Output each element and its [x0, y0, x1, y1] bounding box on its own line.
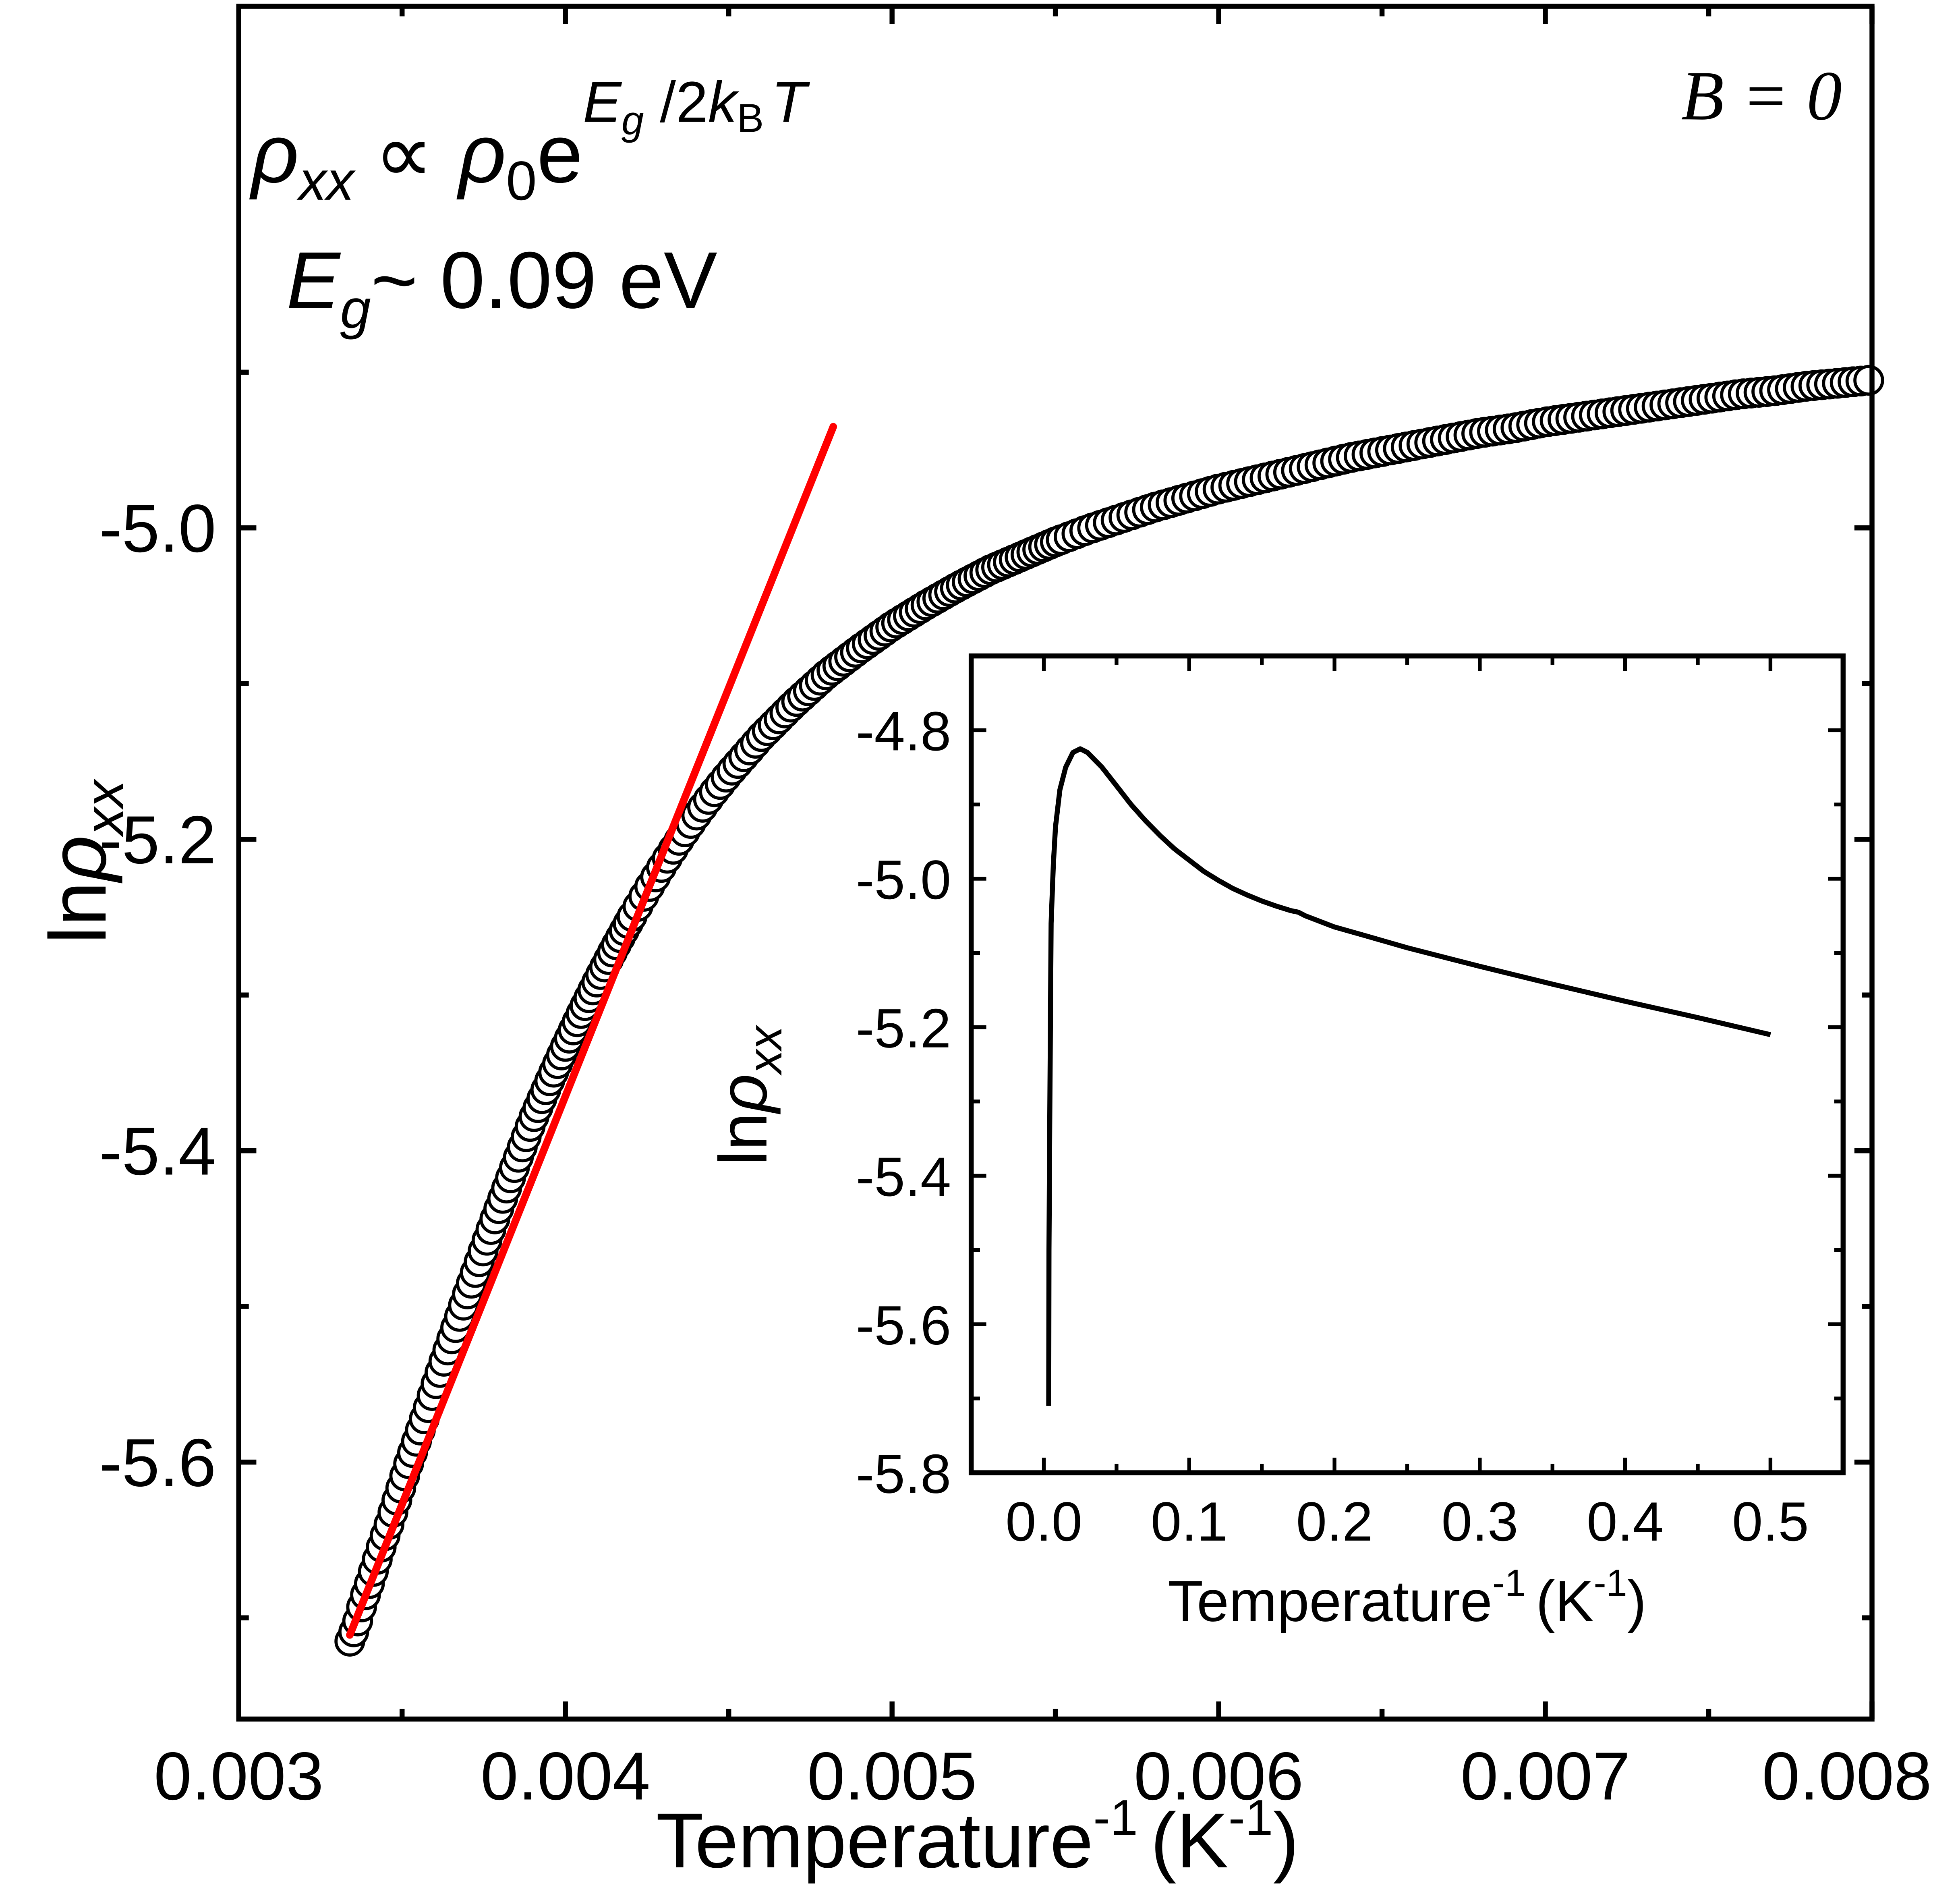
main-xtick-label: 0.004	[481, 1738, 650, 1814]
formula-sup-mid: /2	[644, 70, 708, 135]
main-xlabel-close: )	[1273, 1797, 1299, 1884]
main-x-axis-label: Temperature-1 (K-1)	[656, 1790, 1299, 1884]
formula-sub-0: 0	[506, 150, 537, 212]
inset-data-line	[1046, 746, 1771, 1406]
inset-xlabel-sup: -1	[1492, 1562, 1526, 1604]
main-ytick-label: -5.0	[99, 491, 216, 566]
formula-sup-g: g	[622, 99, 644, 143]
main-ylabel-sub: xx	[74, 778, 135, 838]
inset-ytick-label: -4.8	[856, 701, 951, 762]
inset-ytick-label: -5.2	[856, 998, 951, 1060]
gap-g: g	[340, 278, 371, 340]
inset-xtick-label: 0.5	[1732, 1491, 1809, 1553]
formula-sup-k: k	[708, 70, 740, 135]
gap-annotation: Eg~ 0.09 eV	[286, 235, 717, 340]
gap-value: ~ 0.09 eV	[371, 235, 717, 325]
formula-sup-B: B	[737, 96, 764, 141]
main-xlabel-unit-sup: -1	[1229, 1790, 1273, 1846]
inset-xtick-label: 0.1	[1151, 1491, 1228, 1553]
inset-ytick-label: -5.6	[856, 1295, 951, 1357]
inset-tick-labels: 0.0 0.1 0.2 0.3 0.4 0.5 -5.8 -5.6 -5.4 -5.2 -5.0 -4…	[856, 701, 1809, 1553]
formula-rho0: ρ	[456, 107, 506, 200]
main-ytick-label: -5.6	[99, 1425, 216, 1500]
formula-annotation: ρxx ∝ ρ0eEg /2kB T	[249, 70, 810, 212]
main-xtick-label: 0.006	[1134, 1738, 1303, 1814]
fit-line	[346, 423, 837, 1639]
inset-y-axis-label: lnρxx	[705, 1025, 792, 1166]
main-xtick-label: 0.005	[807, 1738, 977, 1814]
formula-sup-E: E	[583, 70, 622, 135]
inset-xlabel-text: Temperature	[1168, 1569, 1492, 1634]
main-xlabel-unit: (K	[1150, 1797, 1228, 1884]
main-ytick-label: -5.4	[99, 1113, 216, 1189]
inset-ytick-label: -5.0	[856, 849, 951, 911]
inset-plot-frame	[968, 653, 1846, 1475]
main-ylabel-rho: ρ	[33, 835, 123, 883]
inset-xlabel-close: )	[1627, 1569, 1647, 1634]
formula-sup-T: T	[771, 70, 810, 135]
main-plot: 0.003 0.004 0.005 0.006 0.007 0.008 -5.6 -5.4 -5…	[33, 4, 1932, 1884]
main-tick-labels: 0.003 0.004 0.005 0.006 0.007 0.008 -5.6 -5.4 -5…	[99, 491, 1931, 1814]
inset-xtick-label: 0.3	[1441, 1491, 1518, 1553]
inset-xlabel-unit: (K	[1536, 1569, 1593, 1634]
main-xlabel-sup: -1	[1093, 1790, 1138, 1846]
main-xtick-label: 0.003	[154, 1738, 323, 1814]
inset-xtick-label: 0.0	[1005, 1491, 1082, 1553]
inset-ytick-label: -5.4	[856, 1146, 951, 1208]
main-plot-frame	[236, 4, 1875, 1722]
inset-xlabel-unit-sup: -1	[1593, 1562, 1627, 1604]
inset-ylabel-rho: ρ	[705, 1074, 781, 1114]
field-label: B = 0	[1681, 56, 1842, 135]
main-xtick-label: 0.007	[1461, 1738, 1630, 1814]
main-ytick-label: -5.2	[99, 802, 216, 878]
inset-ylabel-ln: ln	[705, 1113, 781, 1166]
inset-xtick-label: 0.4	[1587, 1491, 1664, 1553]
formula-exp: e	[537, 107, 583, 200]
inset-x-axis-label: Temperature-1 (K-1)	[1168, 1562, 1646, 1633]
formula-prop: ∝	[374, 107, 433, 200]
inset-background	[971, 656, 1843, 1473]
data-point	[1853, 365, 1884, 396]
main-xlabel-text: Temperature	[656, 1797, 1094, 1884]
main-y-axis-label: lnρxx	[33, 778, 135, 944]
main-xtick-label: 0.008	[1762, 1738, 1931, 1814]
inset-ylabel-sub: xx	[739, 1025, 792, 1076]
gap-E: E	[286, 235, 341, 325]
formula-rho: ρ	[249, 107, 299, 200]
inset-xtick-label: 0.2	[1296, 1491, 1373, 1553]
main-ylabel-ln: ln	[33, 882, 123, 944]
main-data-points	[334, 365, 1884, 1657]
inset-plot: 0.0 0.1 0.2 0.3 0.4 0.5 -5.8 -5.6 -5.4 -5.2 -5.0 -4…	[705, 653, 1846, 1634]
inset-ytick-label: -5.8	[856, 1443, 951, 1505]
formula-sub-xx: xx	[296, 150, 356, 212]
